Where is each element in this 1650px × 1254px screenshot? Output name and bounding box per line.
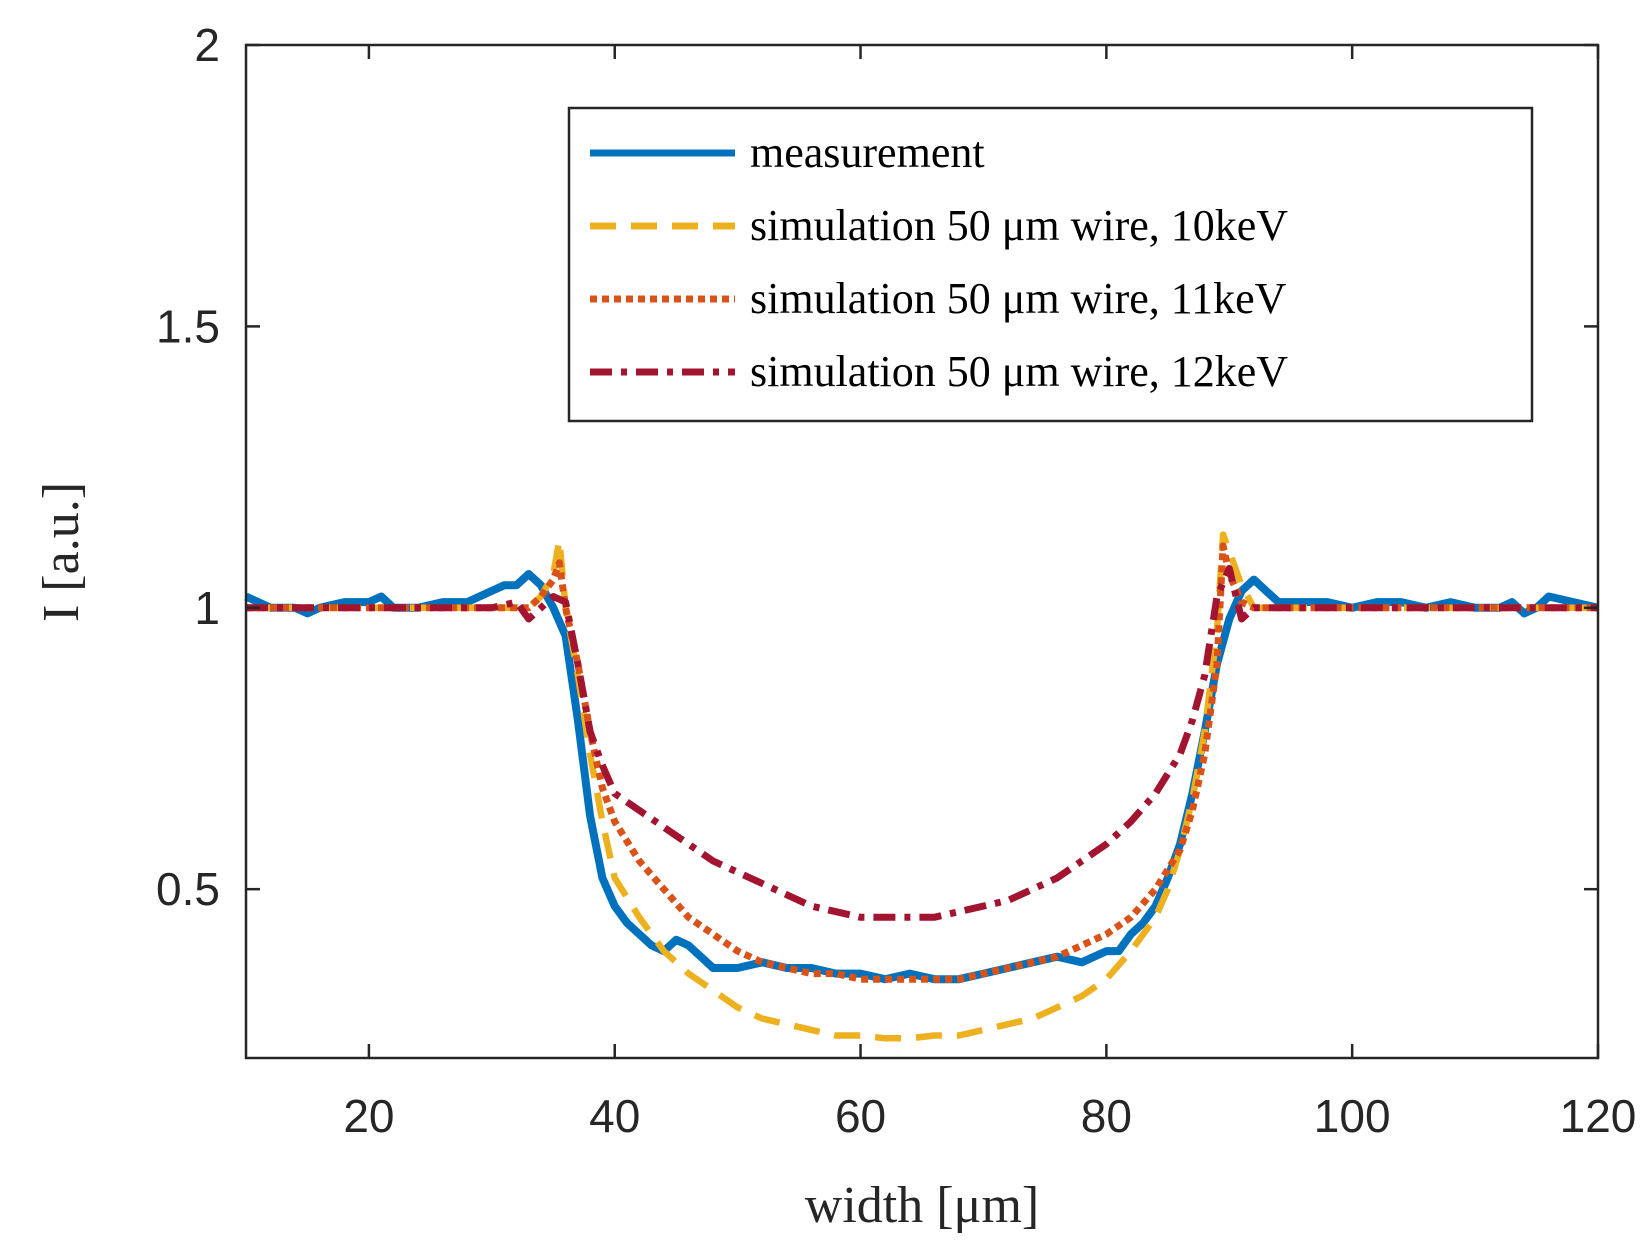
x-tick-label: 40 [589,1090,640,1142]
x-tick-label: 120 [1560,1090,1637,1142]
plot-frame [244,43,1600,1060]
legend-label-12kev: simulation 50 μm wire, 12keV [750,347,1288,396]
legend-label-10kev: simulation 50 μm wire, 10keV [750,201,1288,250]
series-layer [244,531,1599,1042]
x-tick-label: 60 [835,1090,886,1142]
x-tick-label: 20 [343,1090,394,1142]
y-tick-label: 1.5 [156,300,220,352]
x-tick-label: 100 [1314,1090,1391,1142]
x-tick-label: 80 [1081,1090,1132,1142]
legend-label-measurement: measurement [750,128,985,177]
legend-label-11kev: simulation 50 μm wire, 11keV [750,274,1287,323]
y-tick-label: 2 [194,19,220,71]
series-line-3 [246,564,1598,921]
y-tick-label: 0.5 [156,863,220,915]
tick-layer: 20 40 60 80 100 120 0.5 1 1.5 2 [156,19,1636,1142]
y-tick-label: 1 [194,582,220,634]
x-axis-label: width [μm] [805,1177,1039,1234]
series-line-0 [244,570,1599,984]
y-axis-label: I [a.u.] [33,482,90,622]
legend: measurement simulation 50 μm wire, 10keV… [567,106,1534,423]
series-line-1 [246,531,1598,1042]
